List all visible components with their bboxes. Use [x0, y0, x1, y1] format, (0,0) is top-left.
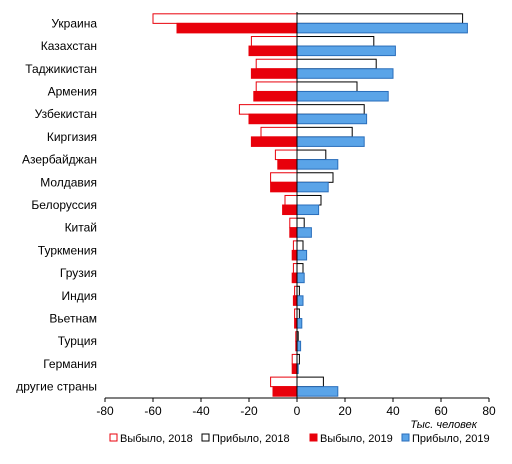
bar-0-15 — [291, 353, 298, 365]
category-label-5: Киргизия — [47, 130, 97, 144]
bar-2-16 — [272, 386, 298, 397]
bar-2-12 — [292, 295, 298, 306]
category-label-2: Таджикистан — [25, 62, 97, 76]
bar-3-4 — [296, 113, 368, 125]
category-label-3: Армения — [48, 84, 97, 98]
bar-0-9 — [289, 217, 298, 229]
bar-3-5 — [296, 136, 365, 147]
legend-label-0: Выбыло, 2018 — [120, 433, 193, 445]
x-tick-label-8: 80 — [482, 404, 496, 418]
category-label-1: Казахстан — [41, 39, 97, 53]
category-labels: Украина Казахстан Таджикистан Армения Узбеки… — [16, 16, 97, 393]
bar-3-7 — [296, 181, 329, 193]
bar-3-9 — [296, 227, 312, 238]
legend-swatch-2 — [309, 433, 318, 442]
bar-2-0 — [176, 22, 298, 34]
bar-0-4 — [238, 104, 298, 115]
category-label-16: другие страны — [16, 380, 97, 394]
x-tick-label-2: -40 — [192, 404, 210, 418]
bar-0-0 — [152, 13, 298, 24]
category-label-15: Германия — [43, 357, 97, 371]
bar-3-3 — [296, 90, 389, 102]
legend-swatch-0 — [109, 433, 118, 442]
category-label-10: Туркмения — [38, 243, 97, 257]
legend-label-3: Прибыло, 2019 — [412, 433, 490, 445]
x-tick-label-0: -80 — [96, 404, 114, 418]
bar-0-2 — [255, 58, 298, 70]
bar-2-10 — [291, 249, 298, 261]
bar-3-1 — [296, 45, 396, 57]
bar-3-11 — [296, 272, 305, 284]
bar-0-7 — [270, 172, 298, 183]
x-tick-label-4: 0 — [294, 404, 301, 418]
bar-0-10 — [292, 240, 298, 251]
bar-0-16 — [270, 376, 298, 388]
bar-2-7 — [270, 181, 298, 193]
bar-1-11 — [296, 263, 304, 274]
category-label-8: Белоруссия — [31, 198, 97, 212]
bar-1-16 — [296, 376, 324, 388]
legend-swatch-1 — [201, 433, 210, 442]
bar-1-0 — [296, 13, 464, 24]
bar-1-2 — [296, 58, 377, 70]
bar-0-1 — [250, 36, 298, 47]
x-tick-label-6: 40 — [386, 404, 400, 418]
category-label-14: Турция — [58, 334, 97, 348]
x-axis-ticks: -80 -60 -40 -20 0 20 40 60 80 — [96, 398, 496, 418]
bar-0-6 — [274, 149, 298, 161]
bar-0-3 — [255, 81, 298, 92]
bar-3-14 — [296, 340, 302, 352]
bar-2-9 — [289, 227, 298, 238]
bar-3-10 — [296, 249, 308, 261]
legend-swatch-3 — [401, 433, 410, 442]
bar-0-11 — [292, 263, 298, 274]
bar-2-3 — [253, 90, 298, 102]
bar-2-11 — [291, 272, 298, 284]
x-axis-unit-label: Тыс. человек — [410, 419, 477, 431]
bar-2-6 — [277, 159, 298, 170]
legend-label-2: Выбыло, 2019 — [320, 433, 393, 445]
x-tick-label-5: 20 — [338, 404, 352, 418]
bar-2-2 — [250, 68, 298, 79]
category-label-6: Азербайджан — [22, 153, 97, 167]
category-label-9: Китай — [65, 221, 97, 235]
legend: Выбыло, 2018 Прибыло, 2018 Выбыло, 2019 При… — [109, 433, 490, 445]
bar-3-0 — [296, 22, 468, 34]
bar-1-6 — [296, 149, 327, 161]
bar-2-15 — [291, 363, 298, 374]
category-label-12: Индия — [62, 289, 97, 303]
category-label-0: Украина — [51, 16, 97, 30]
bars-layer — [152, 13, 468, 397]
bar-2-1 — [248, 45, 298, 57]
bar-0-8 — [284, 194, 298, 206]
category-label-7: Молдавия — [40, 175, 97, 189]
legend-label-1: Прибыло, 2018 — [212, 433, 290, 445]
bar-1-3 — [296, 81, 358, 92]
bar-2-4 — [248, 113, 298, 125]
bar-0-5 — [260, 126, 298, 138]
bar-1-7 — [296, 172, 334, 183]
x-tick-label-1: -60 — [144, 404, 162, 418]
bar-3-16 — [296, 386, 339, 397]
bar-3-13 — [296, 318, 303, 329]
bar-1-1 — [296, 36, 375, 47]
bar-2-8 — [282, 204, 298, 216]
bar-3-2 — [296, 68, 394, 79]
bar-1-4 — [296, 104, 365, 115]
category-label-4: Узбекистан — [35, 107, 97, 121]
bar-3-6 — [296, 159, 339, 170]
bar-1-10 — [296, 240, 304, 251]
bar-1-8 — [296, 194, 322, 206]
bar-2-5 — [250, 136, 298, 147]
x-tick-label-3: -20 — [240, 404, 258, 418]
bar-3-12 — [296, 295, 304, 306]
x-tick-label-7: 60 — [434, 404, 448, 418]
category-label-11: Грузия — [60, 266, 97, 280]
bar-3-8 — [296, 204, 320, 216]
category-label-13: Вьетнам — [49, 312, 97, 326]
bar-1-9 — [296, 217, 305, 229]
bar-1-5 — [296, 126, 353, 138]
